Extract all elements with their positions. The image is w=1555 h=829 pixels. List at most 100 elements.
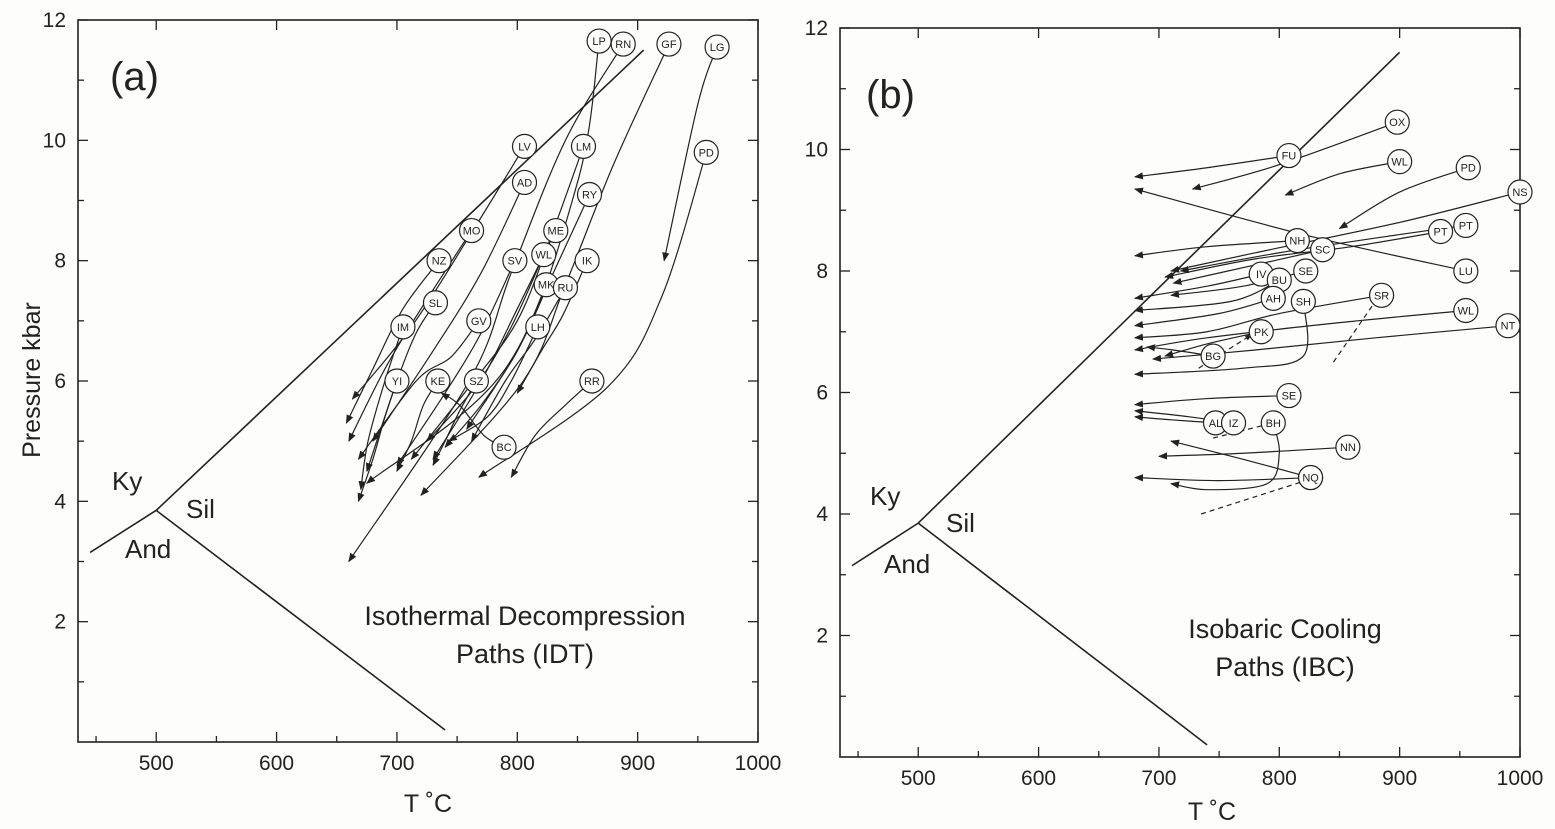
location-marker: KE	[425, 368, 451, 394]
location-marker: PT	[1453, 212, 1479, 239]
pt-path	[1338, 167, 1469, 229]
location-label: SZ	[469, 376, 483, 388]
location-circle	[502, 248, 528, 274]
panel-a: 500 600 700 800 900 1000 2 4 6 8 10 12 T ˚C Pressure …	[18, 9, 781, 818]
panel-label: (a)	[110, 55, 159, 99]
y-tick-label: 8	[54, 250, 66, 273]
pt-path	[1133, 294, 1382, 341]
location-label: NH	[1289, 236, 1305, 248]
y-tick-label: 12	[43, 9, 66, 32]
y-tick-label: 10	[805, 139, 828, 162]
location-circle	[1220, 410, 1247, 436]
pt-path	[1133, 240, 1298, 259]
location-marker: OX	[1384, 109, 1410, 135]
location-label: AL	[1209, 418, 1222, 430]
location-label: LP	[592, 36, 605, 48]
location-circle	[1260, 285, 1286, 311]
pt-path	[447, 326, 539, 442]
location-circle	[1384, 109, 1410, 135]
location-circle	[1276, 142, 1302, 169]
pt-path	[471, 287, 566, 442]
pt-path	[662, 46, 718, 262]
location-label: PK	[1254, 327, 1269, 339]
phase-label-ky: Ky	[870, 481, 900, 511]
location-marker: WL	[1387, 149, 1413, 175]
location-label: LM	[576, 141, 591, 153]
pt-path	[1133, 301, 1309, 378]
location-label: OX	[1389, 117, 1406, 129]
location-marker: RU	[552, 275, 579, 301]
pt-path	[358, 326, 404, 491]
location-circle	[1276, 382, 1302, 409]
phase-boundary-ky-and	[89, 509, 157, 554]
pt-path	[1284, 161, 1400, 196]
pt-path	[1158, 446, 1348, 460]
location-label: WL	[1458, 305, 1475, 317]
location-label: IK	[582, 256, 593, 268]
location-marker: NZ	[426, 248, 452, 274]
location-marker: PD	[1455, 155, 1481, 181]
path-type-annotation: Paths (IBC)	[1215, 652, 1355, 682]
pt-path	[426, 254, 545, 442]
pt-path	[351, 146, 526, 400]
location-marker: BH	[1260, 410, 1286, 436]
location-circle	[491, 434, 517, 460]
pt-path	[1170, 270, 1306, 298]
location-label: PD	[699, 147, 714, 159]
location-circle	[543, 217, 569, 244]
pt-path	[1133, 273, 1262, 301]
location-label: ME	[548, 226, 565, 238]
location-marker: SC	[1310, 237, 1336, 263]
location-circle	[1387, 149, 1413, 175]
pt-path	[1164, 230, 1441, 279]
phase-label-and: And	[125, 534, 171, 564]
location-label: AD	[517, 177, 532, 189]
pt-path	[478, 152, 707, 478]
location-label: FU	[1282, 151, 1297, 163]
path-type-annotation: Paths (IDT)	[456, 639, 594, 669]
x-tick-label: 1000	[1497, 767, 1544, 790]
y-tick-label: 2	[54, 611, 66, 634]
location-label: NQ	[1302, 473, 1319, 485]
location-label: PD	[1461, 163, 1476, 175]
location-label: LG	[710, 42, 725, 54]
location-label: IZ	[1229, 418, 1239, 430]
location-marker: GF	[656, 31, 682, 57]
location-circle	[390, 314, 416, 340]
location-label: NS	[1512, 187, 1527, 199]
location-marker: BC	[491, 434, 517, 460]
location-circle	[1453, 297, 1479, 324]
location-label: KE	[431, 376, 446, 388]
pt-path	[357, 380, 398, 503]
phase-label-sil: Sil	[946, 508, 975, 538]
location-label: NT	[1501, 321, 1516, 333]
location-label: WL	[1391, 157, 1408, 169]
location-marker: AD	[511, 169, 538, 196]
pt-path	[466, 194, 591, 430]
x-tick-label: 800	[500, 752, 535, 775]
location-marker: YI	[384, 368, 410, 394]
location-marker: RN	[610, 31, 636, 57]
location-marker: NQ	[1297, 464, 1324, 491]
pt-path	[357, 320, 480, 460]
location-marker: MK	[533, 272, 559, 298]
path-type-annotation: Isobaric Cooling	[1188, 614, 1382, 644]
location-marker: SV	[502, 248, 528, 274]
location-marker: LH	[525, 314, 551, 340]
location-marker: ME	[543, 217, 569, 244]
location-marker: SE	[1293, 258, 1319, 284]
location-circle	[656, 31, 682, 57]
x-tick-label: 900	[620, 752, 655, 775]
location-marker: SL	[422, 290, 449, 316]
location-label: AH	[1266, 293, 1281, 305]
location-marker: LG	[704, 34, 730, 60]
y-tick-label: 12	[805, 17, 828, 40]
location-marker: WL	[531, 242, 557, 268]
pt-path	[510, 380, 593, 479]
location-label: BC	[496, 442, 511, 454]
location-circle	[1310, 237, 1336, 263]
pt-path	[345, 260, 440, 424]
location-label: GF	[661, 39, 677, 51]
